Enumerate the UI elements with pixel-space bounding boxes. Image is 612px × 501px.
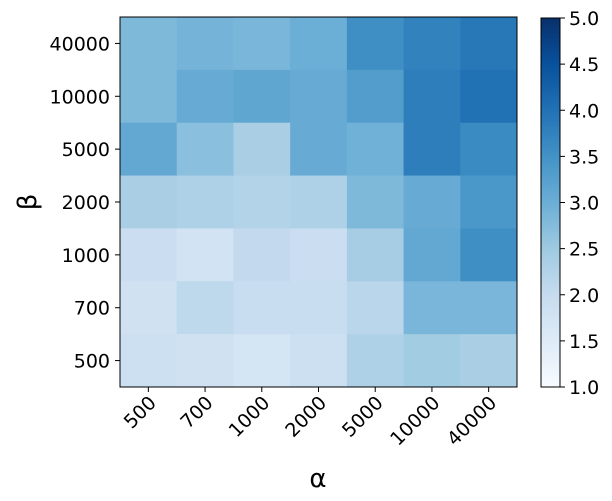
colorbar-tick-label: 3.5 [569,146,599,168]
heatmap-cell [346,175,405,229]
x-tick-label: 700 [176,392,217,433]
colorbar-tick-label: 2.5 [569,239,599,261]
heatmap-cell [403,69,461,124]
heatmap-cell [120,228,178,282]
heatmap-cell [120,69,178,124]
heatmap-cell [290,69,348,124]
heatmap-cell [460,281,518,335]
y-axis-ticks: 40000 10000 5000 2000 1000 700 500 [50,33,120,373]
colorbar-ticks: 1.0 1.5 2.0 2.5 3.0 3.5 4.0 4.5 5.0 [560,8,599,399]
heatmap-cell [290,334,348,388]
y-tick-label: 40000 [50,33,110,55]
x-tick-label: 500 [120,392,161,433]
x-axis-label: α [309,464,326,494]
heatmap-cell [290,122,348,177]
heatmap-cell [290,175,348,229]
heatmap-cell [403,175,461,229]
y-tick-label: 700 [74,298,110,320]
heatmap-cell [233,334,291,388]
heatmap-cell [460,122,518,177]
heatmap-cell [290,17,348,71]
heatmap-cell [120,175,178,229]
heatmap-cell [176,69,234,124]
heatmap-cell [120,334,178,388]
x-tick-label: 2000 [281,392,331,442]
colorbar-tick-label: 5.0 [569,8,599,30]
heatmap-cell [346,334,405,388]
heatmap-cell [346,228,405,282]
colorbar-tick-label: 4.5 [569,54,599,76]
heatmap-cell [233,281,291,335]
heatmap-cell [403,17,461,71]
heatmap-cell [460,175,518,229]
heatmap-cell [176,122,234,177]
heatmap-cell [403,122,461,177]
heatmap-cell [290,228,348,282]
heatmap-cell [346,69,405,124]
heatmap-cell [460,334,518,388]
x-tick-label: 10000 [386,392,444,450]
colorbar-tick-label: 1.0 [569,377,599,399]
heatmap-cell [233,175,291,229]
heatmap-cell [403,334,461,388]
y-axis-label: β [13,194,43,211]
heatmap-cell [233,228,291,282]
heatmap-cell [403,228,461,282]
heatmap-cell [460,69,518,124]
colorbar-tick-label: 2.0 [569,285,599,307]
heatmap-cell [176,334,234,388]
heatmap-cell [290,281,348,335]
heatmap-cell [176,17,234,71]
heatmap-cell [176,228,234,282]
heatmap-cell [233,69,291,124]
heatmap-cell [403,281,461,335]
y-tick-label: 2000 [62,192,110,214]
heatmap-cell [346,122,405,177]
heatmap-cell [120,122,178,177]
x-tick-label: 1000 [225,392,275,442]
x-tick-label: 40000 [443,392,501,450]
y-tick-label: 500 [74,351,110,373]
heatmap-cell [460,228,518,282]
colorbar-tick-label: 4.0 [569,100,599,122]
y-tick-label: 1000 [62,245,110,267]
heatmap-cell [120,281,178,335]
y-tick-label: 5000 [62,139,110,161]
y-tick-label: 10000 [50,86,110,108]
heatmap-cell [176,281,234,335]
x-tick-label: 5000 [338,392,388,442]
heatmap-cell [233,17,291,71]
colorbar-tick-label: 1.5 [569,331,599,353]
heatmap-cells [120,17,518,388]
heatmap-cell [346,281,405,335]
heatmap-cell [460,17,518,71]
heatmap-cell [176,175,234,229]
colorbar-tick-label: 3.0 [569,193,599,215]
heatmap-cell [120,17,178,71]
heatmap-cell [346,17,405,71]
heatmap-cell [233,122,291,177]
colorbar [540,17,561,388]
